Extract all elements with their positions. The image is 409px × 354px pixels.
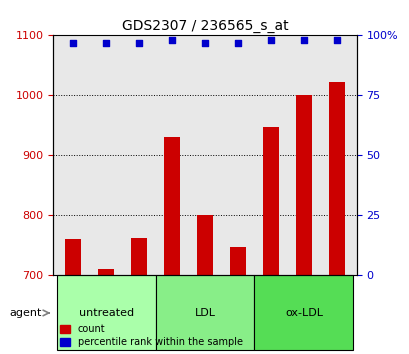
Point — [333, 38, 339, 43]
Text: ox-LDL: ox-LDL — [284, 308, 322, 318]
Text: untreated: untreated — [78, 308, 133, 318]
Point — [70, 40, 76, 45]
Point — [135, 40, 142, 45]
FancyBboxPatch shape — [56, 275, 155, 350]
Bar — [262, 127, 279, 275]
Bar — [328, 82, 344, 275]
FancyBboxPatch shape — [254, 275, 353, 350]
Bar — [130, 238, 147, 275]
Bar — [295, 96, 311, 275]
Text: agent: agent — [9, 308, 42, 318]
Bar — [65, 239, 81, 275]
Legend: count, percentile rank within the sample: count, percentile rank within the sample — [58, 322, 244, 349]
Bar — [163, 137, 180, 275]
Bar — [229, 247, 246, 275]
Point — [201, 40, 208, 45]
Point — [300, 38, 306, 43]
Point — [103, 40, 109, 45]
Point — [267, 38, 274, 43]
Point — [234, 40, 240, 45]
FancyBboxPatch shape — [155, 275, 254, 350]
Bar — [196, 216, 213, 275]
Bar — [98, 269, 114, 275]
Text: LDL: LDL — [194, 308, 215, 318]
Title: GDS2307 / 236565_s_at: GDS2307 / 236565_s_at — [121, 19, 288, 33]
Point — [169, 38, 175, 43]
